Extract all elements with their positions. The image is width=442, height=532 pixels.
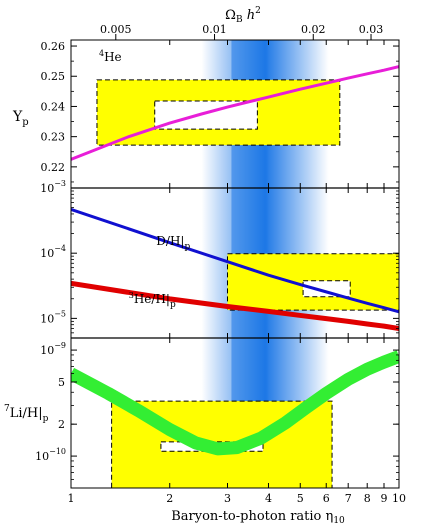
he4-series-0 <box>71 65 399 161</box>
plot-frame <box>70 39 400 489</box>
li7-ytick-label: 10−10 <box>35 447 66 463</box>
dh_he3-ytick-label: 10−5 <box>40 309 66 325</box>
xtick-label: 7 <box>345 492 352 505</box>
series-layer <box>71 65 399 456</box>
x-axis-label-sub: 10 <box>333 516 345 526</box>
dh_he3-ytick-label-exp: −5 <box>54 309 66 318</box>
he4-ytick-label: 0.22 <box>41 161 66 174</box>
top-tick-label: 0.005 <box>100 23 132 36</box>
top-tick-label: 0.02 <box>301 23 326 36</box>
he4-ytick-label: 0.26 <box>41 40 66 53</box>
dh_he3-annotation-text: He/H| <box>134 292 170 306</box>
top-axis-label-sub: B <box>236 15 243 25</box>
top-axis-label: ΩB h2 <box>225 6 261 25</box>
dh_he3-ytick-label: 10−3 <box>40 179 66 195</box>
xtick-label: 2 <box>166 492 173 505</box>
labels-layer: 0.220.230.240.250.2610−510−410−3D/H|p3He… <box>35 23 406 505</box>
x-axis-label: Baryon-to-photon ratio η10 <box>171 509 345 526</box>
he4-annotation-text: He <box>104 50 122 64</box>
xtick-label: 1 <box>68 492 75 505</box>
li7-ytick-label-exp: −9 <box>54 341 66 350</box>
top-axis-label-main: Ω <box>225 8 236 23</box>
dh_he3-annotation-0: D/H|p <box>156 234 190 252</box>
dh_he3-annotation-sup: 3 <box>129 291 134 300</box>
li7-ytick-label: 2 <box>58 418 65 431</box>
top-tick-label: 0.03 <box>359 23 384 36</box>
he4-ytick-label: 0.25 <box>41 70 66 83</box>
li7-ytick-label-base: 10 <box>40 344 54 357</box>
dh_he3-annotation-sub: p <box>184 242 190 252</box>
he4-annotation: 4He <box>99 49 122 64</box>
li7-ytick-label-exp: −10 <box>49 447 66 456</box>
dh_he3-ytick-label-exp: −4 <box>54 244 66 253</box>
ticks-layer <box>70 34 400 488</box>
dh_he3-box-inner <box>302 280 351 298</box>
xtick-label: 5 <box>297 492 304 505</box>
xtick-label: 6 <box>323 492 330 505</box>
xtick-label: 8 <box>364 492 371 505</box>
x-axis-label-main: Baryon-to-photon ratio η <box>171 509 333 524</box>
li7-ytick-label-base: 5 <box>58 376 65 389</box>
he4-y-label-sub: p <box>22 117 28 128</box>
li7-ytick-label-base: 2 <box>58 418 65 431</box>
dh_he3-annotation-1: 3He/H|p <box>129 291 176 310</box>
li7-ytick-label-base: 10 <box>35 450 49 463</box>
dh_he3-series-0 <box>71 207 399 314</box>
top-axis-label-sup: 2 <box>255 6 261 16</box>
he4-annotation-sup: 4 <box>99 49 104 58</box>
li7-ytick-label: 5 <box>58 376 65 389</box>
dh_he3-annotation-text: D/H| <box>156 234 184 248</box>
he4-y-label-main: Y <box>12 109 23 125</box>
dh_he3-ytick-label-base: 10 <box>40 247 54 260</box>
dh_he3-ytick-label: 10−4 <box>40 244 66 260</box>
li7-y-label-sub: p <box>43 414 49 424</box>
li7-y-label-sup: 7 <box>4 404 10 414</box>
xtick-label: 9 <box>380 492 387 505</box>
he4-box-inner <box>154 100 258 130</box>
top-axis-label-suffix: h <box>243 8 256 23</box>
plot-border <box>70 39 400 489</box>
observation-boxes-layer <box>96 79 399 488</box>
li7-y-label: 7Li/H|p <box>4 404 49 424</box>
he4-ytick-label: 0.23 <box>41 131 66 144</box>
dh_he3-series-1 <box>71 280 399 331</box>
li7-series-0 <box>71 350 399 456</box>
dh_he3-ytick-label-base: 10 <box>40 312 54 325</box>
xtick-label: 10 <box>392 492 406 505</box>
xtick-label: 3 <box>224 492 231 505</box>
dh_he3-ytick-label-exp: −3 <box>54 179 66 188</box>
li7-ytick-label: 10−9 <box>40 341 66 357</box>
li7-y-label-main: Li/H| <box>10 406 43 421</box>
dh_he3-annotation-sub: p <box>170 300 176 310</box>
xtick-label: 4 <box>265 492 272 505</box>
dh_he3-ytick-label-base: 10 <box>40 182 54 195</box>
he4-ytick-label: 0.24 <box>41 100 66 113</box>
he4-y-label: Yp <box>12 109 29 128</box>
top-tick-label: 0.01 <box>202 23 227 36</box>
